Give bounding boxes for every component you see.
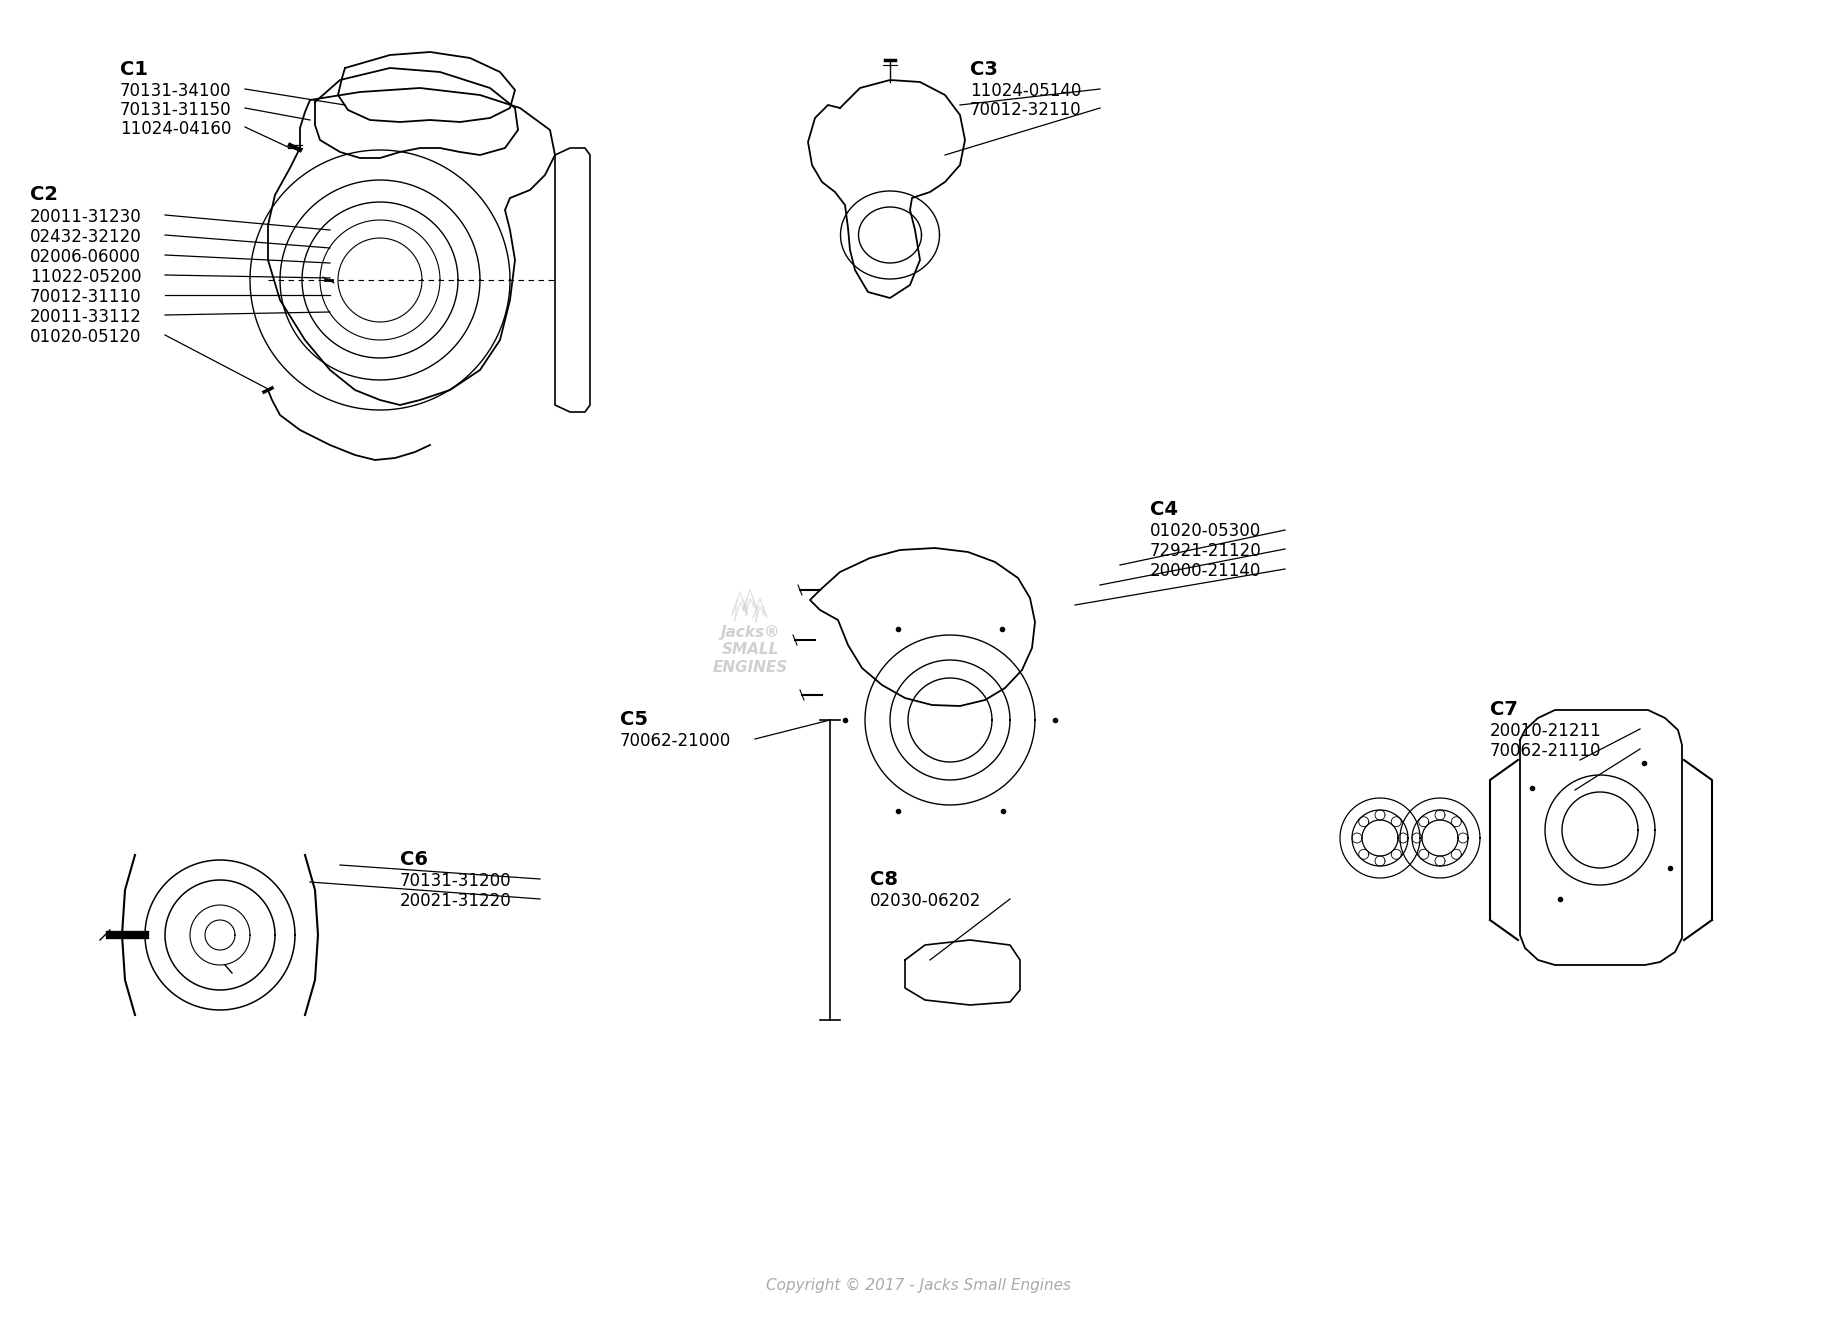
Text: 70012-31110: 70012-31110	[29, 288, 141, 306]
Text: 02006-06000: 02006-06000	[29, 247, 141, 266]
Text: Copyright © 2017 - Jacks Small Engines: Copyright © 2017 - Jacks Small Engines	[766, 1278, 1071, 1293]
Text: C3: C3	[970, 60, 997, 79]
Text: 70131-31150: 70131-31150	[119, 101, 231, 119]
Text: C8: C8	[871, 871, 898, 889]
Text: 20000-21140: 20000-21140	[1150, 562, 1262, 579]
Text: 11022-05200: 11022-05200	[29, 269, 141, 286]
Text: 02030-06202: 02030-06202	[871, 892, 981, 910]
Text: 20010-21211: 20010-21211	[1490, 722, 1602, 740]
Text: 20011-31230: 20011-31230	[29, 208, 141, 226]
Text: Jacks®
SMALL
ENGINES: Jacks® SMALL ENGINES	[713, 624, 788, 675]
Text: 20021-31220: 20021-31220	[400, 892, 513, 910]
Text: C1: C1	[119, 60, 149, 79]
Text: 01020-05120: 01020-05120	[29, 328, 141, 347]
Text: 70062-21110: 70062-21110	[1490, 742, 1602, 759]
Text: C7: C7	[1490, 700, 1517, 718]
Text: 70062-21000: 70062-21000	[621, 732, 731, 750]
Text: C5: C5	[621, 710, 648, 729]
Text: C2: C2	[29, 185, 59, 204]
Text: 11024-05140: 11024-05140	[970, 82, 1082, 101]
Text: 20011-33112: 20011-33112	[29, 308, 141, 325]
Text: 70012-32110: 70012-32110	[970, 101, 1082, 119]
Text: 02432-32120: 02432-32120	[29, 228, 141, 246]
Text: C4: C4	[1150, 500, 1178, 519]
Text: 70131-34100: 70131-34100	[119, 82, 231, 101]
Text: C6: C6	[400, 849, 428, 869]
Text: 01020-05300: 01020-05300	[1150, 523, 1262, 540]
Text: 70131-31200: 70131-31200	[400, 872, 513, 890]
Text: 11024-04160: 11024-04160	[119, 120, 231, 138]
Text: 72921-21120: 72921-21120	[1150, 542, 1262, 560]
